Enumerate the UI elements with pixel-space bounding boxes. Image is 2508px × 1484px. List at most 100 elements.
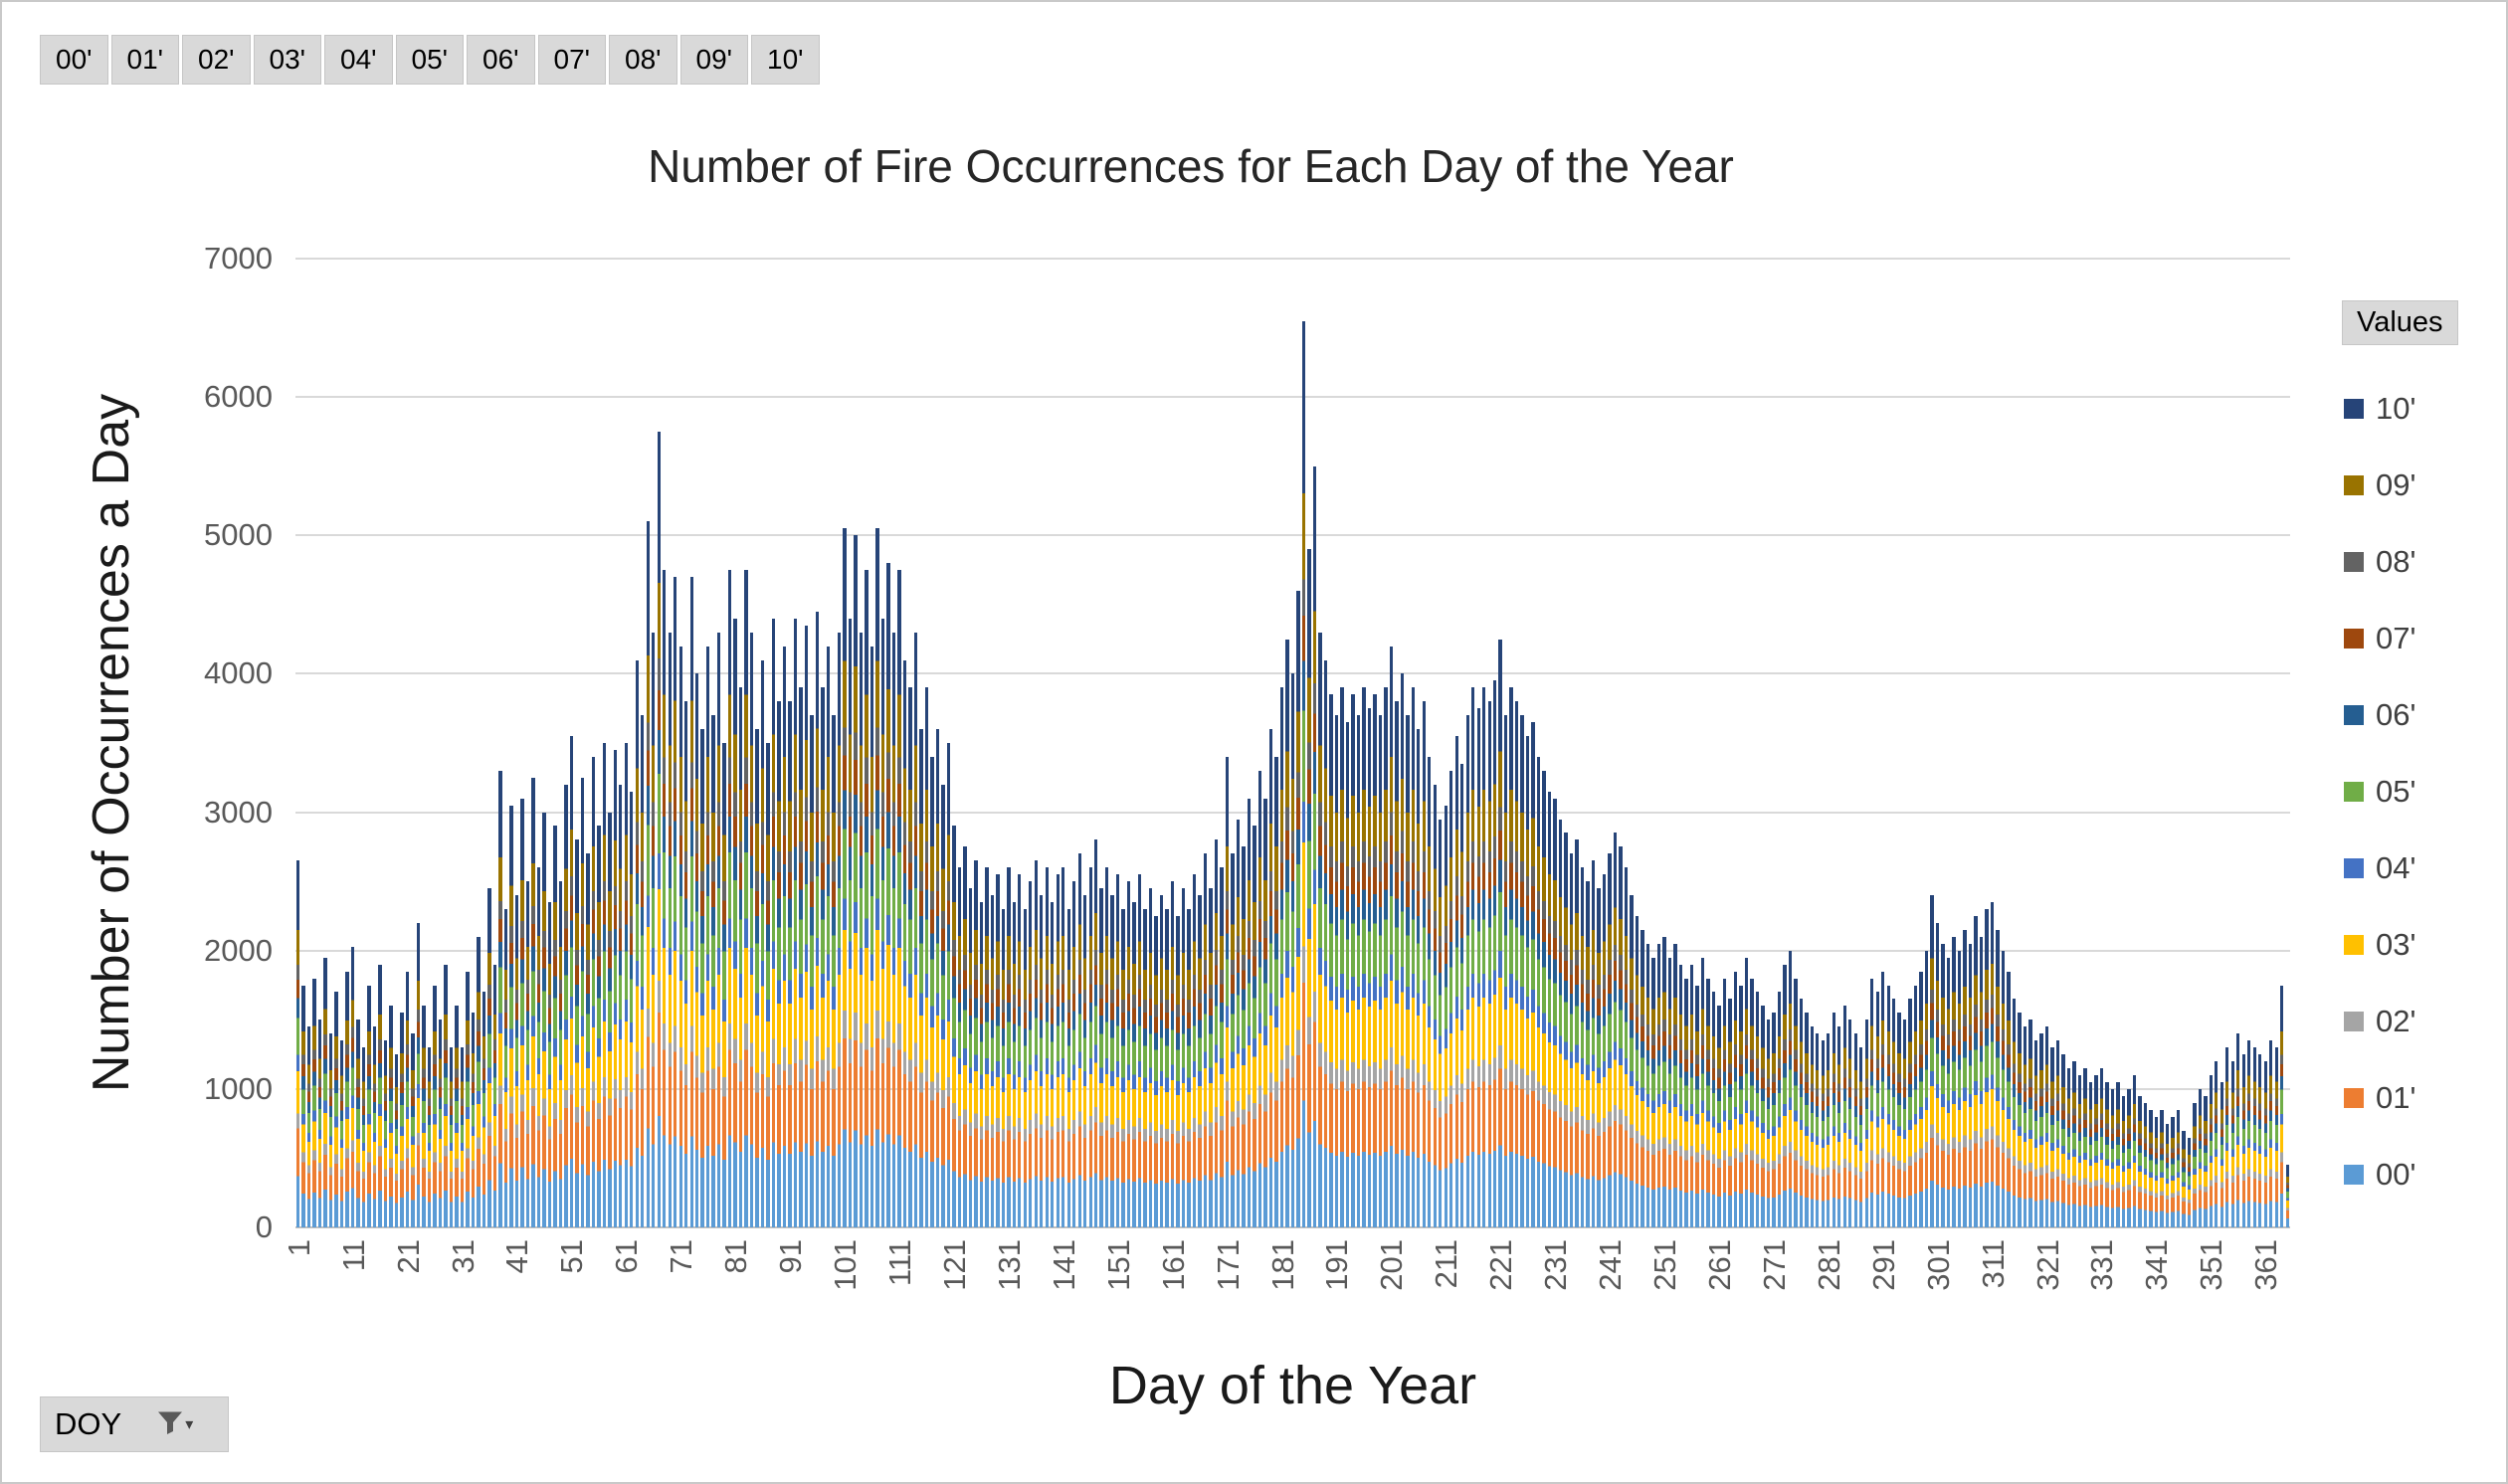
bar-column[interactable] xyxy=(2236,1033,2240,1227)
bar-column[interactable] xyxy=(1728,999,1732,1227)
bar-column[interactable] xyxy=(1072,881,1076,1227)
bar-column[interactable] xyxy=(826,646,831,1227)
legend-entry[interactable]: 09' xyxy=(2344,447,2415,523)
bar-column[interactable] xyxy=(536,867,541,1227)
bar-column[interactable] xyxy=(733,618,737,1227)
bar-column[interactable] xyxy=(1170,881,1175,1227)
bar-column[interactable] xyxy=(711,715,715,1227)
bar-column[interactable] xyxy=(843,528,847,1227)
bar-column[interactable] xyxy=(1772,1013,1776,1227)
bar-column[interactable] xyxy=(744,570,748,1227)
bar-column[interactable] xyxy=(1695,985,1699,1227)
bar-column[interactable] xyxy=(1449,770,1453,1227)
series-filter-button[interactable]: 00' xyxy=(40,35,108,85)
bar-column[interactable] xyxy=(613,749,617,1227)
bar-column[interactable] xyxy=(1755,992,1760,1227)
bar-column[interactable] xyxy=(793,618,798,1227)
bar-column[interactable] xyxy=(869,646,874,1227)
bar-column[interactable] xyxy=(1340,687,1344,1227)
bar-column[interactable] xyxy=(646,521,650,1227)
bar-column[interactable] xyxy=(1602,874,1607,1227)
bar-column[interactable] xyxy=(1159,895,1164,1227)
bar-column[interactable] xyxy=(897,570,901,1227)
bar-column[interactable] xyxy=(996,874,1000,1227)
series-filter-button[interactable]: 04' xyxy=(324,35,393,85)
bar-column[interactable] xyxy=(1586,881,1590,1227)
bar-column[interactable] xyxy=(1700,957,1705,1227)
bar-column[interactable] xyxy=(2269,1040,2273,1227)
bar-column[interactable] xyxy=(1115,874,1120,1227)
bar-column[interactable] xyxy=(1886,985,1890,1227)
bar-column[interactable] xyxy=(564,784,568,1227)
bar-column[interactable] xyxy=(608,812,612,1227)
bar-column[interactable] xyxy=(837,632,842,1227)
bar-column[interactable] xyxy=(492,964,497,1227)
bar-column[interactable] xyxy=(389,1006,393,1227)
bar-column[interactable] xyxy=(2116,1081,2120,1227)
bar-column[interactable] xyxy=(575,839,579,1227)
bar-column[interactable] xyxy=(317,1020,322,1227)
bar-column[interactable] xyxy=(1268,729,1273,1227)
bar-column[interactable] xyxy=(1656,943,1661,1227)
legend-title-button[interactable]: Values xyxy=(2342,300,2458,345)
bar-column[interactable] xyxy=(1875,992,1879,1227)
bar-column[interactable] xyxy=(663,570,667,1227)
bar-column[interactable] xyxy=(2252,1047,2256,1227)
bar-column[interactable] xyxy=(1367,708,1372,1227)
bar-column[interactable] xyxy=(1137,874,1142,1227)
series-filter-button[interactable]: 05' xyxy=(395,35,464,85)
bar-column[interactable] xyxy=(1389,646,1394,1227)
bar-column[interactable] xyxy=(1974,915,1978,1227)
bar-column[interactable] xyxy=(1444,805,1447,1227)
bar-column[interactable] xyxy=(1154,915,1158,1227)
bar-column[interactable] xyxy=(771,618,776,1227)
bar-column[interactable] xyxy=(705,646,710,1227)
bar-column[interactable] xyxy=(1263,798,1267,1227)
bar-column[interactable] xyxy=(569,736,574,1227)
bar-column[interactable] xyxy=(1569,853,1574,1227)
bar-column[interactable] xyxy=(1783,964,1787,1227)
bar-column[interactable] xyxy=(777,701,781,1227)
bar-column[interactable] xyxy=(356,1020,360,1227)
bar-column[interactable] xyxy=(400,1013,404,1227)
bar-column[interactable] xyxy=(1471,687,1475,1227)
legend-entry[interactable]: 04' xyxy=(2344,830,2415,906)
bar-column[interactable] xyxy=(1913,985,1918,1227)
bar-column[interactable] xyxy=(1285,639,1289,1227)
bar-column[interactable] xyxy=(345,971,349,1227)
bar-column[interactable] xyxy=(558,881,563,1227)
bar-column[interactable] xyxy=(1323,659,1328,1227)
bar-column[interactable] xyxy=(1465,715,1469,1227)
bar-column[interactable] xyxy=(411,1033,415,1227)
bar-column[interactable] xyxy=(749,632,754,1227)
bar-column[interactable] xyxy=(1520,715,1524,1227)
bar-column[interactable] xyxy=(930,756,934,1227)
bar-column[interactable] xyxy=(2182,1130,2186,1227)
bar-column[interactable] xyxy=(1121,908,1125,1227)
bar-column[interactable] xyxy=(635,659,639,1227)
bar-column[interactable] xyxy=(416,922,421,1227)
bar-column[interactable] xyxy=(1411,687,1415,1227)
bar-column[interactable] xyxy=(810,715,814,1227)
bar-column[interactable] xyxy=(1859,1047,1863,1227)
bar-column[interactable] xyxy=(941,784,945,1227)
bar-column[interactable] xyxy=(1827,1033,1831,1227)
bar-column[interactable] xyxy=(367,985,371,1227)
bar-column[interactable] xyxy=(1503,715,1508,1227)
series-filter-button[interactable]: 09' xyxy=(679,35,748,85)
bar-column[interactable] xyxy=(880,618,885,1227)
bar-column[interactable] xyxy=(1428,756,1432,1227)
bar-column[interactable] xyxy=(738,687,743,1227)
bar-column[interactable] xyxy=(1864,1020,1868,1227)
bar-column[interactable] xyxy=(804,625,809,1227)
bar-column[interactable] xyxy=(1706,978,1710,1227)
bar-column[interactable] xyxy=(542,812,546,1227)
bar-column[interactable] xyxy=(2061,1054,2065,1227)
bar-column[interactable] xyxy=(1253,826,1256,1227)
bar-column[interactable] xyxy=(372,1026,377,1227)
bar-column[interactable] xyxy=(657,431,661,1227)
bar-column[interactable] xyxy=(1624,867,1629,1227)
bar-column[interactable] xyxy=(383,1040,388,1227)
bar-column[interactable] xyxy=(1110,895,1114,1227)
bar-column[interactable] xyxy=(1231,853,1235,1227)
